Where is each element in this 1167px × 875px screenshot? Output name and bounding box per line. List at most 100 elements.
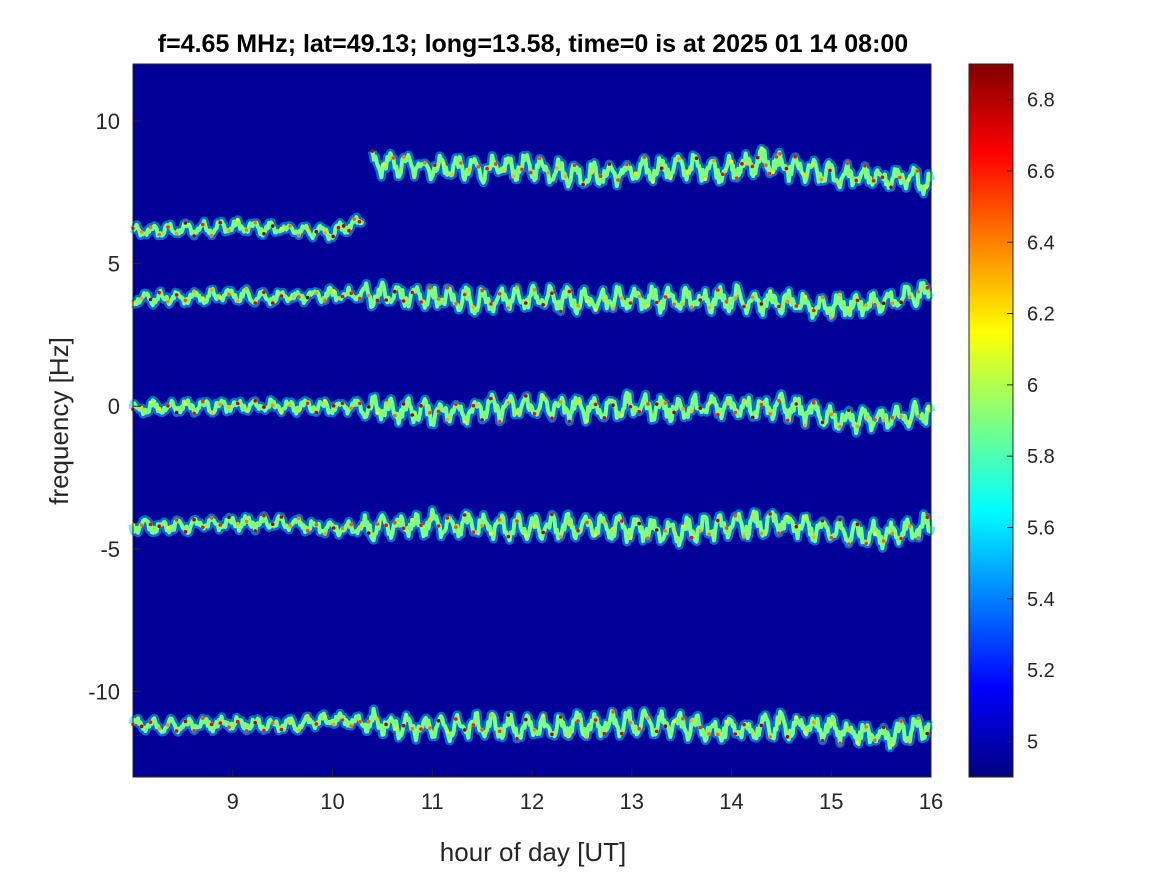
trace-peak bbox=[244, 519, 249, 524]
colorbar-tick-label: 6.4 bbox=[1027, 232, 1055, 254]
trace-peak bbox=[646, 716, 650, 720]
trace-peak bbox=[768, 411, 772, 416]
trace-peak bbox=[672, 302, 676, 307]
trace-peak bbox=[445, 285, 450, 290]
trace-peak bbox=[785, 515, 790, 519]
trace-peak bbox=[262, 513, 266, 518]
trace-peak bbox=[724, 299, 729, 304]
plot-frame bbox=[132, 63, 932, 778]
y-tick-label: 5 bbox=[108, 252, 120, 277]
trace-peak bbox=[384, 401, 388, 406]
trace-peak bbox=[529, 170, 533, 175]
trace-peak bbox=[602, 731, 607, 736]
trace-peak bbox=[235, 401, 240, 406]
trace-peak bbox=[681, 524, 685, 529]
colorbar-tick-label: 6.6 bbox=[1027, 161, 1055, 183]
trace-peak bbox=[777, 531, 781, 535]
trace-peak bbox=[375, 717, 380, 722]
trace-peak bbox=[855, 298, 860, 303]
trace-peak bbox=[668, 176, 673, 180]
trace-peak bbox=[166, 404, 170, 408]
trace-peak bbox=[166, 723, 170, 727]
trace-peak bbox=[774, 155, 779, 159]
trace-band bbox=[128, 505, 936, 553]
trace-peak bbox=[515, 285, 519, 290]
trace-peak bbox=[602, 298, 607, 303]
trace-peak bbox=[742, 534, 746, 539]
trace-peak bbox=[663, 401, 668, 405]
colorbar-tick-label: 5.8 bbox=[1027, 446, 1055, 468]
trace-peak bbox=[262, 290, 266, 295]
trace-peak bbox=[593, 532, 598, 537]
trace-peak bbox=[305, 227, 310, 232]
trace-peak bbox=[590, 170, 594, 175]
trace-peak bbox=[375, 411, 380, 415]
trace-peak bbox=[898, 175, 902, 180]
trace-peak bbox=[734, 176, 739, 180]
trace-peak bbox=[419, 300, 423, 304]
trace-peak bbox=[724, 401, 729, 406]
trace-peak bbox=[681, 407, 685, 411]
trace-peak bbox=[352, 217, 357, 221]
trace-peak bbox=[558, 309, 563, 314]
trace-peak bbox=[497, 292, 502, 296]
trace-peak bbox=[581, 182, 585, 187]
trace-peak bbox=[459, 161, 463, 165]
trace-peak bbox=[253, 529, 257, 533]
trace-peak bbox=[428, 286, 432, 290]
trace-peak bbox=[812, 401, 816, 405]
trace-peak bbox=[462, 513, 467, 517]
trace-peak bbox=[349, 724, 354, 728]
trace-peak bbox=[174, 518, 179, 522]
trace-peak bbox=[611, 403, 615, 408]
trace-peak bbox=[864, 725, 868, 729]
trace-peak bbox=[793, 155, 797, 159]
trace-peak bbox=[871, 179, 876, 183]
trace-peak bbox=[567, 289, 572, 294]
trace-peak bbox=[366, 405, 371, 409]
trace-peak bbox=[585, 419, 589, 423]
trace-peak bbox=[854, 178, 858, 183]
trace-peak bbox=[698, 529, 703, 533]
trace-peak bbox=[628, 405, 633, 409]
trace-peak bbox=[733, 732, 737, 736]
trace-peak bbox=[183, 529, 188, 534]
trace-peak bbox=[270, 403, 275, 408]
trace-peak bbox=[567, 522, 572, 527]
trace-peak bbox=[384, 523, 388, 527]
trace-peak bbox=[677, 156, 681, 161]
trace-peak bbox=[663, 529, 668, 533]
x-tick-label: 12 bbox=[520, 789, 544, 814]
trace-peak bbox=[838, 741, 842, 746]
trace-peak bbox=[494, 162, 498, 166]
trace-peak bbox=[532, 728, 537, 732]
trace-peak bbox=[924, 185, 928, 190]
trace-peak bbox=[511, 174, 516, 179]
trace-peak bbox=[890, 301, 895, 306]
trace-peak bbox=[391, 156, 396, 160]
trace-peak bbox=[201, 525, 205, 530]
trace-peak bbox=[235, 719, 240, 724]
x-tick-label: 9 bbox=[227, 789, 239, 814]
trace-peak bbox=[227, 292, 231, 297]
trace-peak bbox=[384, 298, 388, 302]
trace-line bbox=[131, 280, 933, 320]
trace-peak bbox=[297, 408, 301, 413]
trace-peak bbox=[253, 221, 257, 225]
trace-peak bbox=[916, 536, 921, 540]
trace-peak bbox=[270, 522, 275, 526]
trace-peak bbox=[323, 715, 327, 719]
trace-peak bbox=[881, 539, 886, 543]
trace-peak bbox=[689, 409, 694, 414]
trace-peak bbox=[620, 731, 624, 736]
trace-peak bbox=[558, 715, 563, 719]
trace-peak bbox=[846, 727, 851, 732]
trace-peak bbox=[331, 234, 336, 239]
x-axis-label: hour of day [UT] bbox=[440, 837, 626, 867]
trace-peak bbox=[646, 303, 650, 308]
trace-peak bbox=[572, 163, 577, 168]
trace-peak bbox=[925, 731, 930, 736]
trace-peak bbox=[410, 518, 415, 522]
trace-peak bbox=[698, 406, 703, 410]
